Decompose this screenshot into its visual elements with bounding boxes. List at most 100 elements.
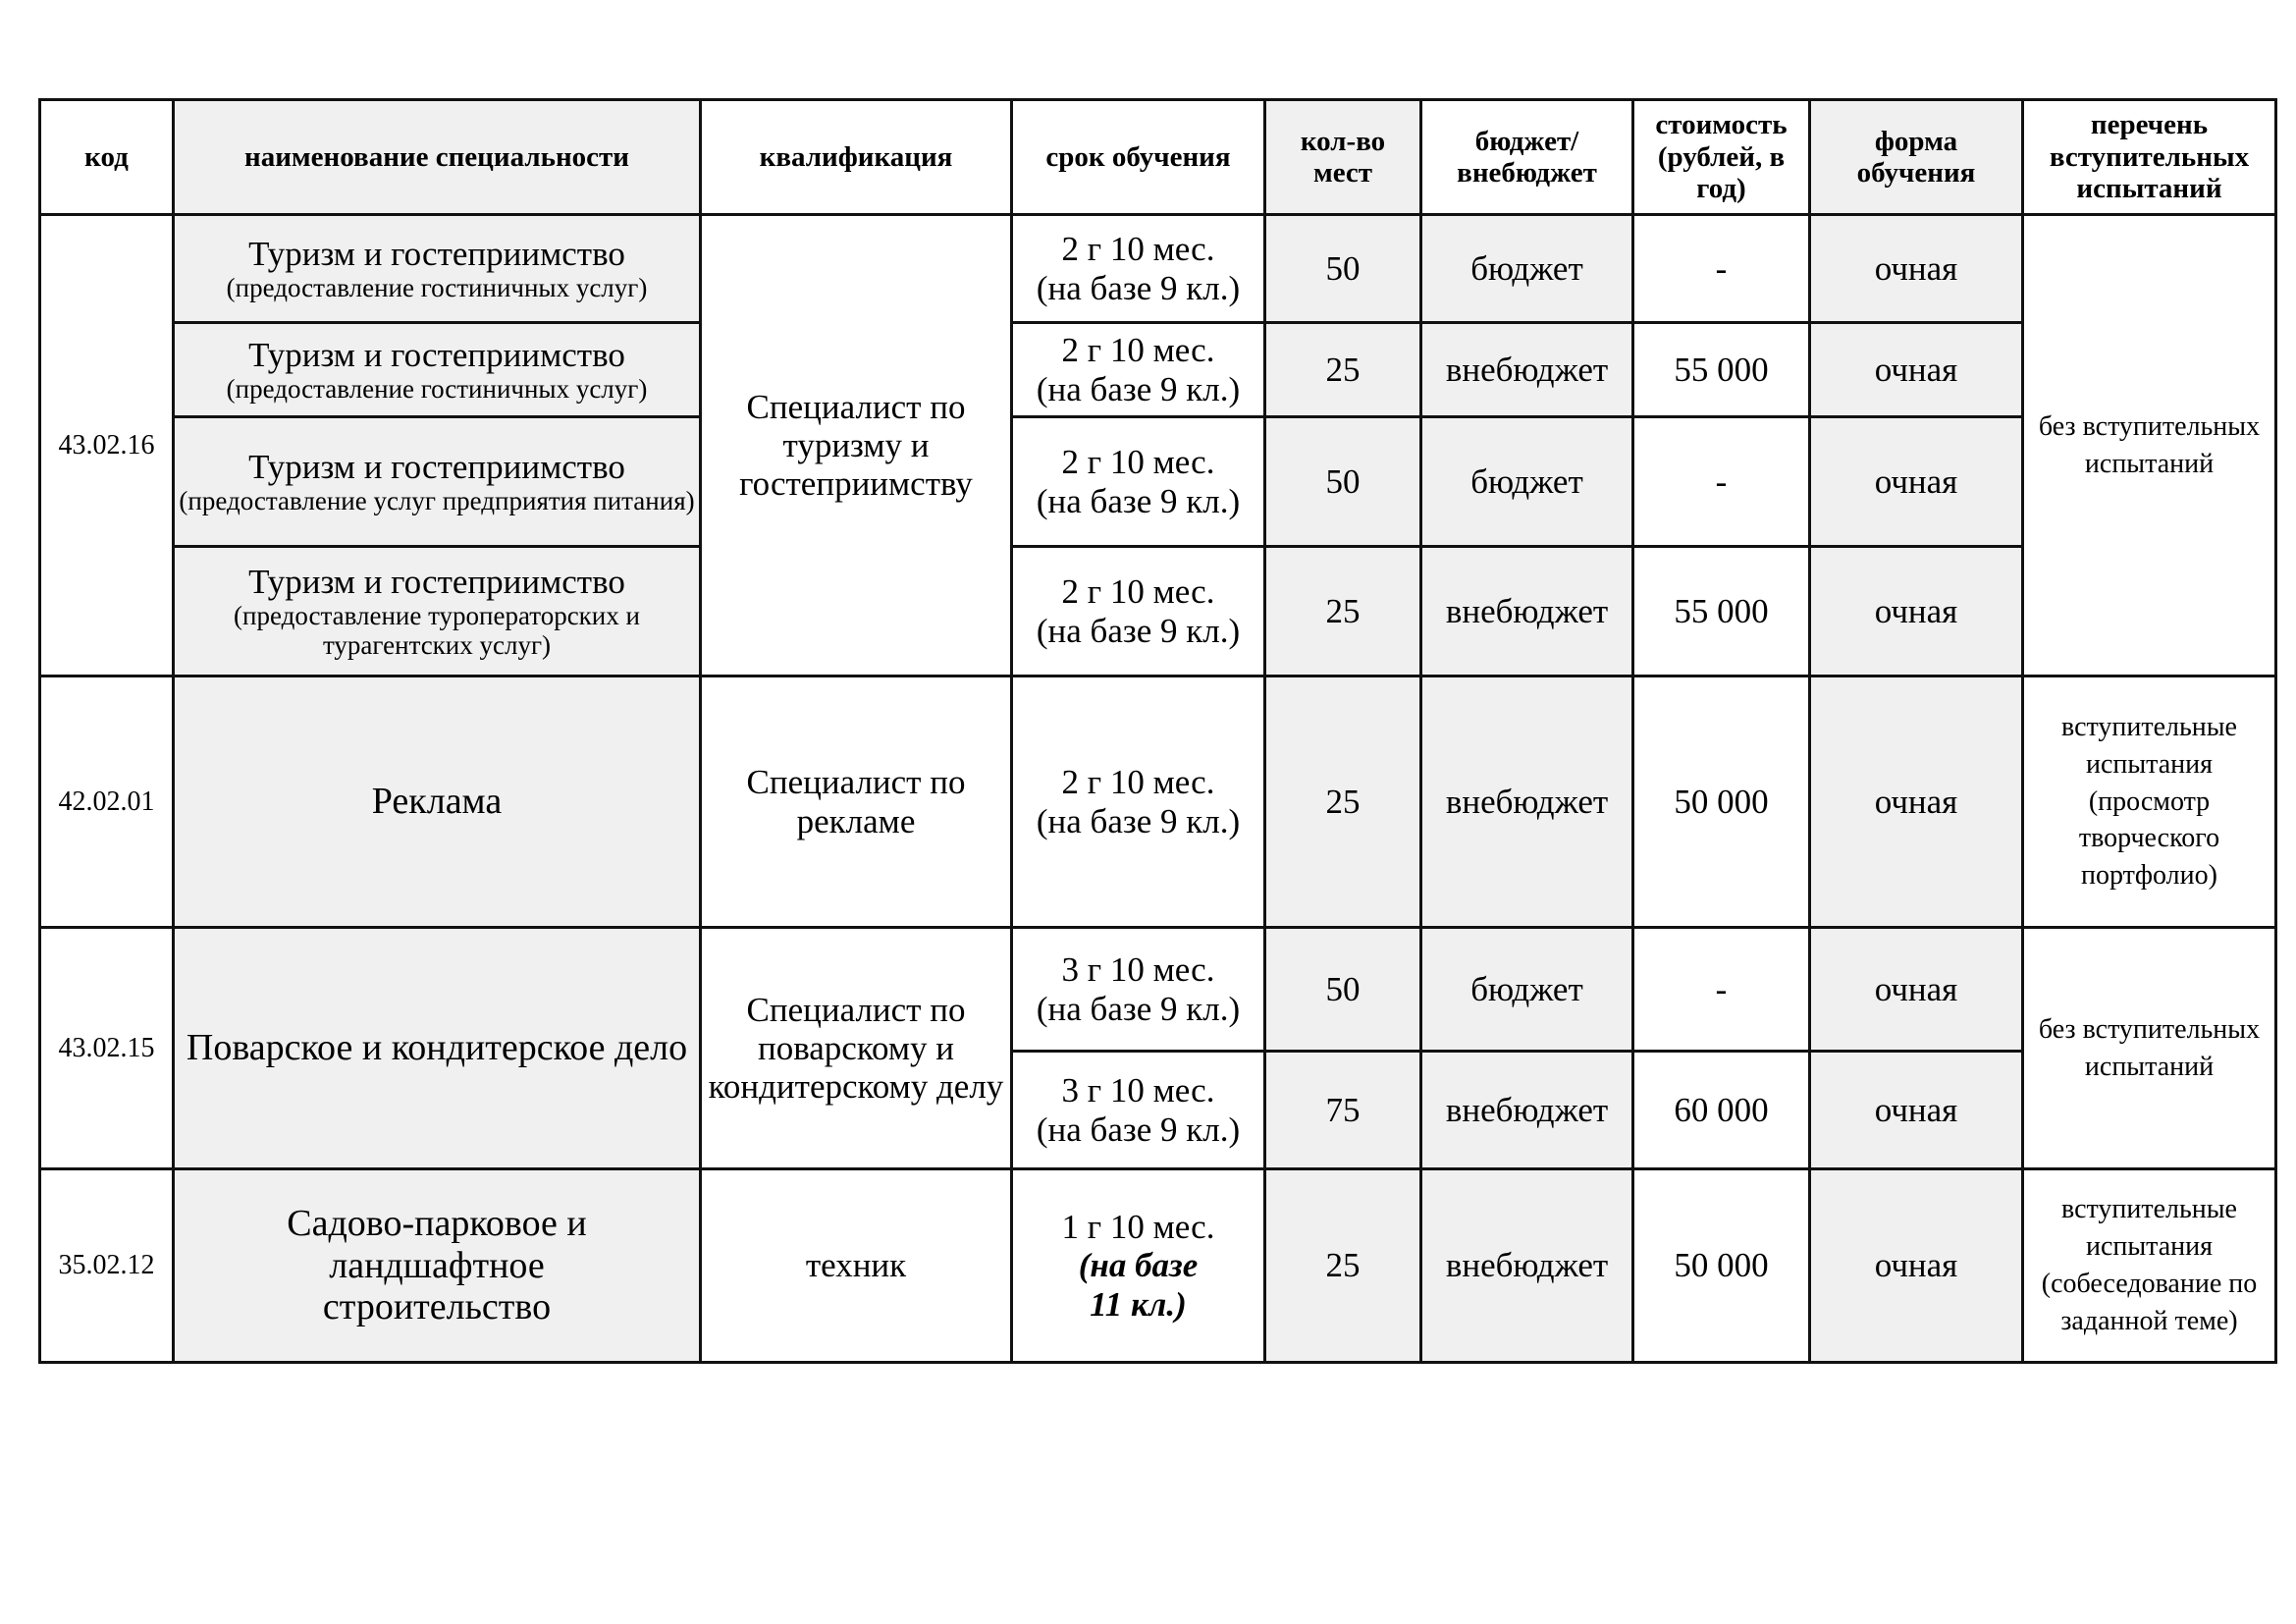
- duration-cell: 2 г 10 мес. (на базе 9 кл.): [1010, 321, 1266, 418]
- name-cell: Туризм и гостеприимство (предоставление г…: [172, 213, 702, 324]
- header-code: код: [38, 98, 175, 216]
- duration-text: 3 г 10 мес.: [1061, 950, 1215, 990]
- duration-cell: 3 г 10 мес. (на базе 9 кл.): [1010, 926, 1266, 1053]
- budget-cell: внебюджет: [1419, 1050, 1634, 1170]
- cost-cell: 50 000: [1631, 1167, 1811, 1364]
- duration-text: 2 г 10 мес.: [1061, 230, 1215, 269]
- cost-cell: -: [1631, 213, 1811, 324]
- duration-text: 2 г 10 мес.: [1061, 572, 1215, 612]
- qualification-cell: Специалист по рекламе: [699, 675, 1013, 929]
- header-cost: стоимость (рублей, в год): [1631, 98, 1811, 216]
- cost-cell: -: [1631, 926, 1811, 1053]
- table-row: 3 г 10 мес. (на базе 9 кл.) 75 внебюджет …: [40, 1050, 2276, 1170]
- exams-cell: вступительные испытания (просмотр творче…: [2021, 675, 2277, 929]
- form-cell: очная: [1808, 415, 2024, 548]
- header-row: код наименование специальности квалифика…: [38, 98, 2277, 216]
- specialty-sub: (предоставление гостиничных услуг): [226, 272, 648, 302]
- header-name: наименование специальности: [172, 98, 702, 216]
- table-row: Туризм и гостеприимство (предоставление т…: [40, 545, 2276, 677]
- base-text: (на базе 9 кл.): [1036, 801, 1241, 840]
- base-text: (на базе 9 кл.): [1036, 611, 1241, 650]
- table-row: 42.02.01 Реклама Специалист по рекламе 2…: [38, 675, 2277, 929]
- specialty-name: Туризм и гостеприимство: [248, 335, 625, 374]
- specialty-sub: (предоставление туроператорских и тураге…: [234, 600, 640, 661]
- name-cell: Туризм и гостеприимство (предоставление у…: [172, 415, 702, 548]
- admission-table: код наименование специальности квалифика…: [38, 98, 2277, 1364]
- cost-cell: 50 000: [1631, 675, 1811, 929]
- specialty-name: Туризм и гостеприимство: [248, 447, 625, 486]
- header-exams: перечень вступительных испытаний: [2021, 98, 2277, 216]
- form-cell: очная: [1808, 545, 2024, 677]
- cost-cell: -: [1631, 415, 1811, 548]
- code-cell: 43.02.15: [38, 926, 175, 1170]
- cost-cell: 55 000: [1631, 321, 1811, 418]
- form-cell: очная: [1808, 1050, 2024, 1170]
- base-text: (на базе 11 кл.): [1078, 1246, 1199, 1324]
- duration-cell: 2 г 10 мес. (на базе 9 кл.): [1010, 545, 1266, 677]
- name-cell: Туризм и гостеприимство (предоставление т…: [172, 545, 702, 677]
- code-cell: 42.02.01: [38, 675, 175, 929]
- form-cell: очная: [1808, 926, 2024, 1053]
- base-text: (на базе 9 кл.): [1036, 481, 1241, 520]
- duration-cell: 2 г 10 мес. (на базе 9 кл.): [1010, 213, 1266, 324]
- base-text: (на базе 9 кл.): [1036, 369, 1241, 408]
- duration-text: 2 г 10 мес.: [1061, 331, 1215, 370]
- duration-cell: 1 г 10 мес. (на базе 11 кл.): [1010, 1167, 1266, 1364]
- budget-cell: бюджет: [1419, 926, 1634, 1053]
- specialty-name: Туризм и гостеприимство: [248, 562, 625, 601]
- table-row: 35.02.12 Садово-парковое и ландшафтное с…: [38, 1167, 2277, 1364]
- name-cell: Поварское и кондитерское дело: [172, 926, 702, 1170]
- qualification-cell: техник: [699, 1167, 1013, 1364]
- header-form: форма обучения: [1808, 98, 2024, 216]
- table-row: Туризм и гостеприимство (предоставление у…: [40, 415, 2276, 548]
- budget-cell: внебюджет: [1419, 675, 1634, 929]
- form-cell: очная: [1808, 1167, 2024, 1364]
- header-duration: срок обучения: [1010, 98, 1266, 216]
- duration-text: 2 г 10 мес.: [1061, 443, 1215, 482]
- budget-cell: внебюджет: [1419, 545, 1634, 677]
- header-qualification: квалификация: [699, 98, 1013, 216]
- code-cell: 35.02.12: [38, 1167, 175, 1364]
- form-cell: очная: [1808, 321, 2024, 418]
- exams-cell: без вступительных испытаний: [2021, 926, 2277, 1170]
- specialty-name: Туризм и гостеприимство: [248, 234, 625, 273]
- table-row: 43.02.16 Туризм и гостеприимство (предост…: [38, 213, 2277, 677]
- seats-cell: 75: [1263, 1050, 1422, 1170]
- form-cell: очная: [1808, 213, 2024, 324]
- duration-text: 3 г 10 мес.: [1061, 1071, 1215, 1110]
- budget-cell: внебюджет: [1419, 1167, 1634, 1364]
- name-cell: Садово-парковое и ландшафтное строительс…: [172, 1167, 702, 1364]
- qualification-cell: Специалист по поварскому и кондитерскому…: [699, 926, 1013, 1170]
- seats-cell: 50: [1263, 926, 1422, 1053]
- table-row: 43.02.15 Поварское и кондитерское дело С…: [38, 926, 2277, 1170]
- duration-cell: 2 г 10 мес. (на базе 9 кл.): [1010, 675, 1266, 929]
- specialty-sub: (предоставление услуг предприятия питани…: [179, 485, 695, 515]
- cost-cell: 55 000: [1631, 545, 1811, 677]
- seats-cell: 25: [1263, 545, 1422, 677]
- duration-cell: 2 г 10 мес. (на базе 9 кл.): [1010, 415, 1266, 548]
- budget-cell: бюджет: [1419, 213, 1634, 324]
- duration-cell: 3 г 10 мес. (на базе 9 кл.): [1010, 1050, 1266, 1170]
- exams-cell: без вступительных испытаний: [2021, 213, 2277, 677]
- seats-cell: 50: [1263, 213, 1422, 324]
- cost-cell: 60 000: [1631, 1050, 1811, 1170]
- seats-cell: 25: [1263, 1167, 1422, 1364]
- form-cell: очная: [1808, 675, 2024, 929]
- budget-cell: внебюджет: [1419, 321, 1634, 418]
- exams-cell: вступительные испытания (собеседование п…: [2021, 1167, 2277, 1364]
- seats-cell: 25: [1263, 321, 1422, 418]
- code-cell: 43.02.16: [38, 213, 175, 677]
- base-text: (на базе 9 кл.): [1036, 1110, 1241, 1149]
- specialty-sub: (предоставление гостиничных услуг): [226, 373, 648, 404]
- name-cell: Реклама: [172, 675, 702, 929]
- qualification-cell: Специалист по туризму и гостеприимству: [699, 213, 1013, 677]
- budget-cell: бюджет: [1419, 415, 1634, 548]
- table-row: Туризм и гостеприимство (предоставление г…: [40, 321, 2276, 418]
- duration-text: 1 г 10 мес.: [1061, 1208, 1215, 1247]
- duration-text: 2 г 10 мес.: [1061, 763, 1215, 802]
- header-budget: бюджет/ внебюджет: [1419, 98, 1634, 216]
- name-cell: Туризм и гостеприимство (предоставление г…: [172, 321, 702, 418]
- base-text: (на базе 9 кл.): [1036, 989, 1241, 1028]
- header-seats: кол-во мест: [1263, 98, 1422, 216]
- seats-cell: 25: [1263, 675, 1422, 929]
